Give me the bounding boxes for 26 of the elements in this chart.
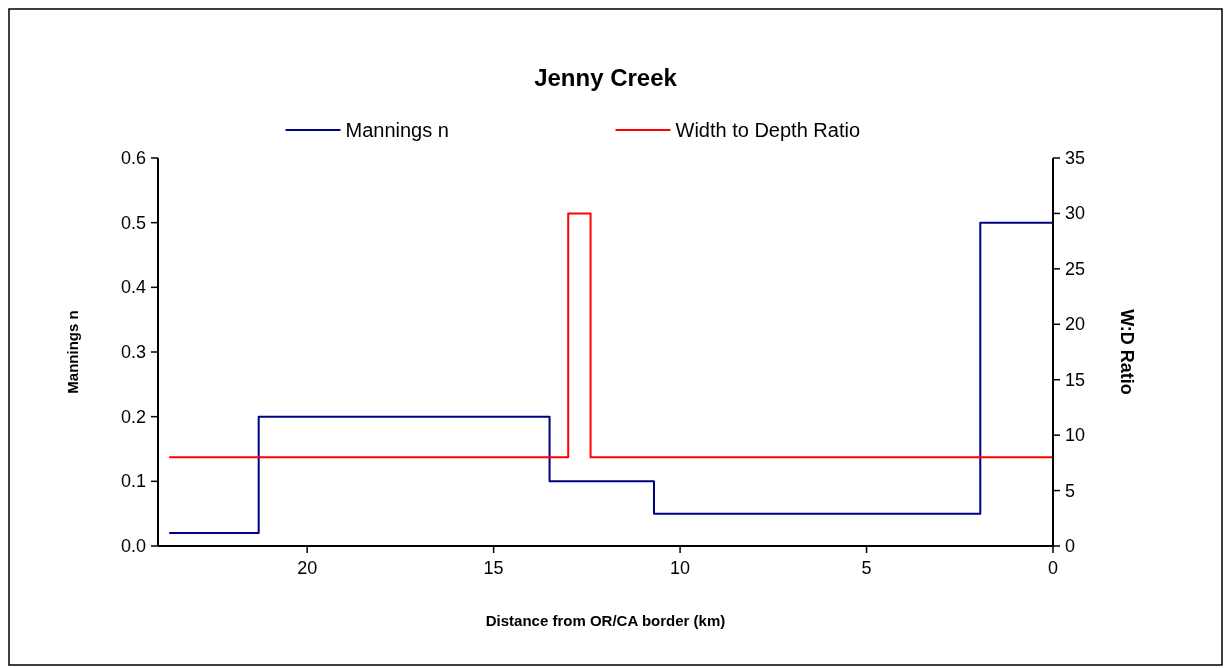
y-tick-label: 0.5 — [120, 212, 146, 233]
x-tick-label: 0 — [1047, 558, 1059, 578]
y2-tick-label: 10 — [1065, 425, 1086, 446]
y-tick-label: 0.4 — [120, 277, 146, 298]
legend-label: Mannings n — [345, 119, 449, 141]
y2-tick-label: 25 — [1065, 258, 1086, 279]
y2-tick-label: 15 — [1065, 369, 1086, 390]
chart-title: Jenny Creek — [534, 64, 678, 91]
y2-tick-label: 5 — [1065, 480, 1076, 501]
legend-label: Width to Depth Ratio — [675, 119, 861, 141]
y-tick-label: 0.1 — [120, 471, 146, 492]
y2-tick-label: 20 — [1065, 314, 1086, 335]
x-tick-label: 5 — [861, 558, 872, 578]
y2-tick-label: 0 — [1065, 536, 1076, 556]
x-axis-title: Distance from OR/CA border (km) — [485, 612, 726, 629]
y-tick-label: 0.2 — [120, 406, 146, 427]
y-tick-label: 0.0 — [120, 536, 146, 556]
x-tick-label: 15 — [483, 558, 504, 578]
x-tick-label: 10 — [670, 558, 691, 578]
y2-axis-title: W:D Ratio — [1117, 309, 1137, 395]
y-tick-label: 0.6 — [120, 148, 146, 168]
x-tick-label: 20 — [297, 558, 318, 578]
y-tick-label: 0.3 — [120, 342, 146, 362]
y-axis-title: Mannings n — [64, 310, 81, 394]
y2-tick-label: 30 — [1065, 203, 1086, 224]
y2-tick-label: 35 — [1065, 148, 1086, 168]
